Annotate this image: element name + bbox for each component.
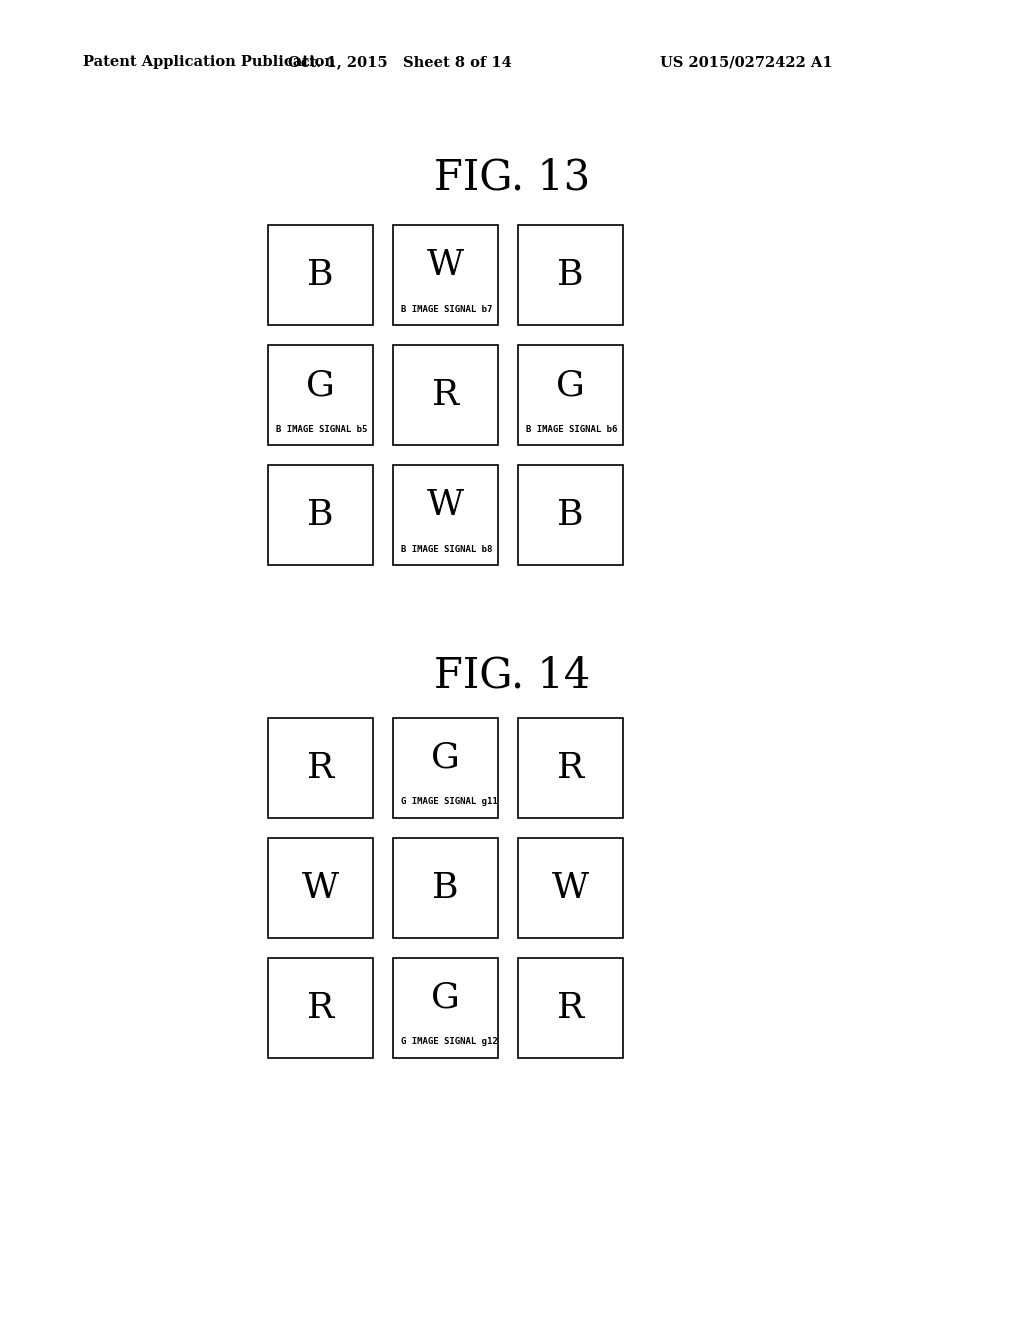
Bar <box>393 958 498 1059</box>
Text: B: B <box>432 871 459 906</box>
Bar <box>393 838 498 939</box>
Text: B: B <box>557 257 584 292</box>
Text: B IMAGE SIGNAL b8: B IMAGE SIGNAL b8 <box>401 544 493 553</box>
Bar <box>268 345 373 445</box>
Bar <box>518 958 623 1059</box>
Bar <box>268 224 373 325</box>
Text: R: R <box>557 991 584 1026</box>
Bar <box>268 958 373 1059</box>
Bar <box>268 718 373 818</box>
Bar <box>393 465 498 565</box>
Bar <box>393 345 498 445</box>
Text: R: R <box>557 751 584 785</box>
Text: FIG. 13: FIG. 13 <box>434 157 590 199</box>
Bar <box>518 838 623 939</box>
Text: W: W <box>427 488 464 521</box>
Text: G: G <box>306 368 335 403</box>
Bar <box>518 718 623 818</box>
Text: W: W <box>302 871 339 906</box>
Text: R: R <box>432 378 459 412</box>
Text: Patent Application Publication: Patent Application Publication <box>83 55 335 69</box>
Text: B: B <box>307 257 334 292</box>
Bar <box>393 224 498 325</box>
Text: B: B <box>557 498 584 532</box>
Text: G: G <box>431 741 460 775</box>
Bar <box>393 718 498 818</box>
Bar <box>518 345 623 445</box>
Text: W: W <box>427 248 464 282</box>
Bar <box>268 838 373 939</box>
Bar <box>518 224 623 325</box>
Text: Oct. 1, 2015   Sheet 8 of 14: Oct. 1, 2015 Sheet 8 of 14 <box>288 55 512 69</box>
Text: R: R <box>307 751 334 785</box>
Bar <box>268 465 373 565</box>
Text: R: R <box>307 991 334 1026</box>
Text: US 2015/0272422 A1: US 2015/0272422 A1 <box>660 55 833 69</box>
Text: B: B <box>307 498 334 532</box>
Text: G: G <box>556 368 585 403</box>
Text: G IMAGE SIGNAL g11: G IMAGE SIGNAL g11 <box>401 797 498 807</box>
Text: G IMAGE SIGNAL g12: G IMAGE SIGNAL g12 <box>401 1038 498 1047</box>
Bar <box>518 465 623 565</box>
Text: W: W <box>552 871 589 906</box>
Text: B IMAGE SIGNAL b7: B IMAGE SIGNAL b7 <box>401 305 493 314</box>
Text: B IMAGE SIGNAL b6: B IMAGE SIGNAL b6 <box>526 425 617 433</box>
Text: B IMAGE SIGNAL b5: B IMAGE SIGNAL b5 <box>276 425 368 433</box>
Text: FIG. 14: FIG. 14 <box>434 653 590 696</box>
Text: G: G <box>431 981 460 1015</box>
